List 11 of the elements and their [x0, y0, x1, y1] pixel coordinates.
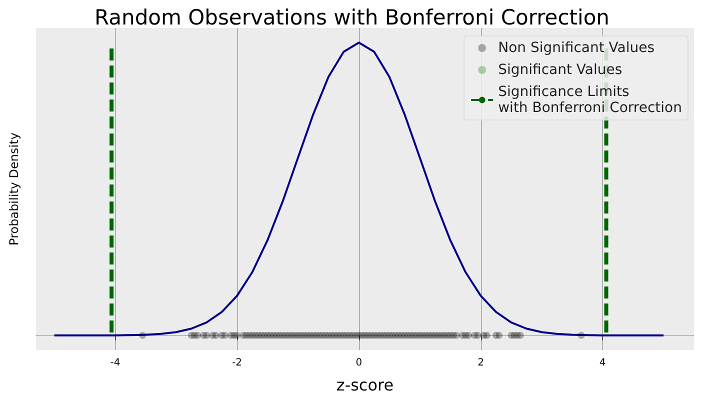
x-tick-label: 4 [599, 358, 606, 368]
x-tick-label: -4 [110, 358, 120, 368]
y-axis-title: Probability Density [7, 132, 21, 246]
legend-label: Significant Values [498, 62, 622, 78]
chart-title: Random Observations with Bonferroni Correction [94, 6, 610, 30]
x-tick-label: -2 [232, 358, 242, 368]
legend-label: Significance Limits with Bonferroni Correction [498, 84, 682, 116]
x-axis-title: z-score [336, 376, 394, 394]
x-tick-label: 2 [478, 358, 484, 368]
legend-label: Non Significant Values [498, 40, 655, 56]
x-tick-label: 0 [356, 358, 362, 368]
